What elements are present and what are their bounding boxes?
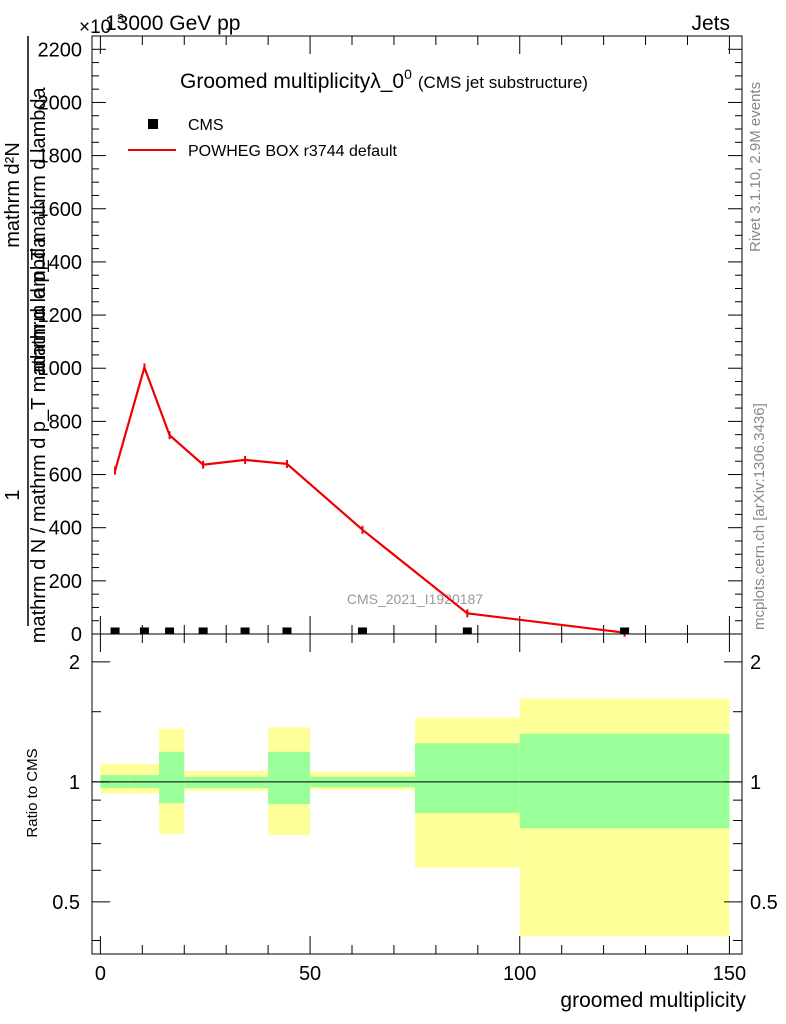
top-ylabel: 1 mathrm d²N mathrm d p_T mathrm d lambd… <box>2 36 50 643</box>
ylabel-one: 1 <box>2 489 24 500</box>
legend-cms-marker <box>148 119 158 129</box>
x-axis-label: groomed multiplicity <box>560 989 746 1012</box>
top-plot: 0 200 400 600 800 1000 1200 1400 1600 1800 2000 220… <box>38 35 743 646</box>
ratio-ytick-label: 1 <box>69 772 80 794</box>
top-ytick-label: 1800 <box>38 146 83 168</box>
ratio-plot: 0.5 0.5 1 1 2 2 0 50 100 150 Ratio to CMS groome… <box>24 633 778 1012</box>
top-x-ticks <box>99 36 730 634</box>
collision-label: 13000 GeV pp <box>105 12 240 35</box>
top-ytick-label: 2200 <box>38 39 83 61</box>
cms-point <box>357 627 367 635</box>
ylabel-numerator: mathrm d²N <box>2 142 24 248</box>
top-ytick-label: 200 <box>49 571 82 593</box>
cms-point <box>620 627 630 635</box>
ratio-ytick-label: 2 <box>69 652 80 674</box>
cms-point <box>198 627 208 635</box>
ratio-xtick-label: 0 <box>95 963 106 985</box>
ratio-inner-band <box>184 776 269 789</box>
legend: CMS POWHEG BOX r3744 default <box>128 117 398 160</box>
top-plot-title: Groomed multiplicityλ_00 (CMS jet substru… <box>180 66 588 93</box>
top-ytick-label: 2000 <box>38 92 83 114</box>
ratio-inner-band <box>414 743 520 814</box>
ratio-inner-band <box>159 751 185 804</box>
title-sup: 0 <box>404 66 412 82</box>
top-ytick-label: 0 <box>71 624 82 646</box>
ratio-bands <box>100 698 730 937</box>
top-y-axis: 0 200 400 600 800 1000 1200 1400 1600 1800 2000 220… <box>38 39 742 646</box>
ratio-ytick-label-right: 0.5 <box>750 892 778 914</box>
cms-point <box>110 627 120 635</box>
rivet-label: Rivet 3.1.10, 2.9M events <box>747 82 764 252</box>
legend-cms-label: CMS <box>188 117 224 134</box>
cms-point <box>462 627 472 635</box>
top-ytick-label: 400 <box>49 518 82 540</box>
ratio-xtick-label: 50 <box>299 963 321 985</box>
cms-point <box>139 627 149 635</box>
ratio-x-axis: 0 50 100 150 <box>95 634 746 985</box>
watermark: CMS_2021_I1920187 <box>347 591 483 607</box>
cms-point <box>240 627 250 635</box>
cms-point <box>282 627 292 635</box>
top-ytick-label: 800 <box>49 411 82 433</box>
ratio-ylabel: Ratio to CMS <box>24 748 41 837</box>
ylabel-inner: mathrm d p_T mathrm d lambda <box>28 86 50 372</box>
legend-powheg-label: POWHEG BOX r3744 default <box>188 143 398 160</box>
ratio-plot-frame <box>91 633 743 955</box>
top-ytick-label: 1000 <box>38 358 83 380</box>
top-series <box>110 363 630 637</box>
top-ytick-label: 1200 <box>38 305 83 327</box>
exponent-label: ×10 <box>79 17 111 38</box>
ratio-ytick-label: 0.5 <box>52 892 80 914</box>
ratio-ytick-label-right: 1 <box>750 772 761 794</box>
mcplots-label: mcplots.cern.ch [arXiv:1306.3436] <box>751 403 768 630</box>
top-ytick-label: 1400 <box>38 252 83 274</box>
ratio-ytick-label-right: 2 <box>750 652 761 674</box>
top-ytick-label: 600 <box>49 465 82 487</box>
top-ytick-label: 1600 <box>38 199 83 221</box>
ratio-inner-band <box>519 733 730 829</box>
category-label: Jets <box>691 12 730 35</box>
cms-point <box>165 627 175 635</box>
ratio-xtick-label: 100 <box>503 963 536 985</box>
exponent-power: 3 <box>117 11 124 26</box>
ratio-xtick-label: 150 <box>713 963 746 985</box>
ylabel-denominator: mathrm d N / mathrm d p_T mathrm d lambd… <box>28 236 50 643</box>
title-note: (CMS jet substructure) <box>418 73 588 92</box>
ratio-y-axis: 0.5 0.5 1 1 2 2 <box>52 652 778 942</box>
ratio-inner-band <box>268 751 311 805</box>
title-main: Groomed multiplicityλ_0 <box>180 70 404 93</box>
